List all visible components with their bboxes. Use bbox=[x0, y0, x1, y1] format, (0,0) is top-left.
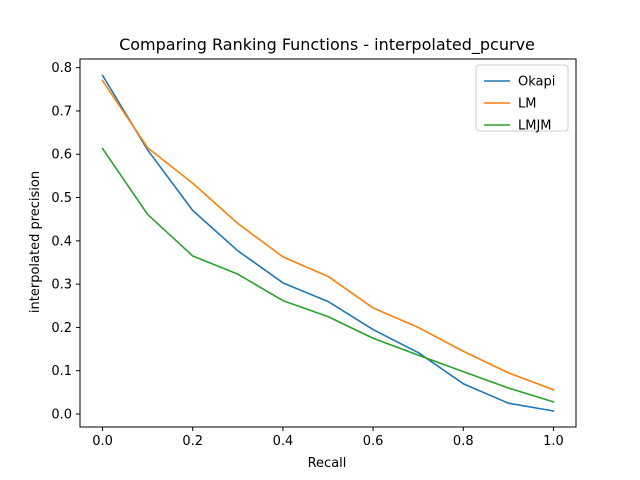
y-tick-label: 0.8 bbox=[51, 61, 72, 76]
x-axis-label: Recall bbox=[308, 456, 347, 471]
series-line-lm bbox=[101, 79, 555, 391]
y-tick-label: 0.7 bbox=[51, 104, 72, 119]
y-tick-label: 0.2 bbox=[51, 321, 72, 336]
x-tick-label: 0.6 bbox=[363, 434, 384, 449]
y-axis-label: interpolated precision bbox=[28, 171, 43, 313]
legend: Okapi LM LMJM bbox=[475, 64, 569, 134]
legend-label-lm: LM bbox=[518, 97, 536, 112]
x-tick-label: 1.0 bbox=[543, 434, 564, 449]
x-tick-label: 0.0 bbox=[92, 434, 113, 449]
plot-area: 0.0 0.2 0.4 0.6 0.8 1.0 0.0 0.1 0.2 0.3 0.4 0.5 0.6 0… bbox=[51, 58, 577, 449]
y-tick-label: 0.6 bbox=[51, 148, 72, 163]
series-line-lmjm bbox=[101, 147, 555, 403]
x-tick-label: 0.4 bbox=[273, 434, 294, 449]
series-line-okapi bbox=[101, 74, 555, 412]
y-tick-label: 0.5 bbox=[51, 191, 72, 206]
y-tick-label: 0.1 bbox=[51, 364, 72, 379]
axes-frame bbox=[79, 58, 577, 428]
chart-title: Comparing Ranking Functions - interpolat… bbox=[119, 35, 535, 55]
x-tick-label: 0.8 bbox=[453, 434, 474, 449]
legend-label-okapi: Okapi bbox=[518, 75, 555, 90]
legend-label-lmjm: LMJM bbox=[518, 119, 552, 134]
y-tick-label: 0.4 bbox=[51, 234, 72, 249]
y-tick-label: 0.0 bbox=[51, 408, 72, 423]
y-tick-label: 0.3 bbox=[51, 278, 72, 293]
x-tick-label: 0.2 bbox=[182, 434, 203, 449]
